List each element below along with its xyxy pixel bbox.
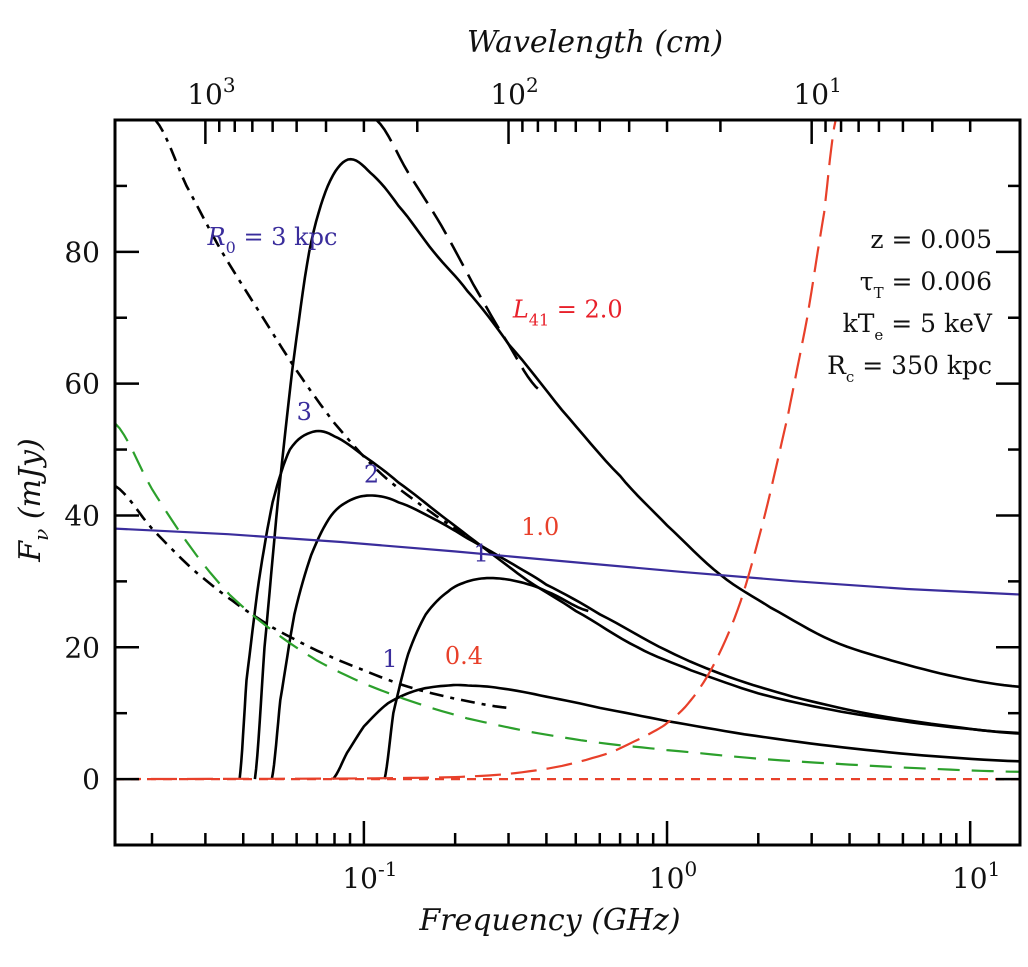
series-line-2 <box>154 120 500 557</box>
annotation-r3: 3 <box>297 398 312 426</box>
series-layer <box>115 120 1020 781</box>
annotation-r1b: 1 <box>382 645 397 673</box>
annotation-r1a: 1 <box>474 540 489 568</box>
param-2: kTe = 5 keV <box>843 309 993 344</box>
annotation-r2: 2 <box>364 461 379 489</box>
y-axis-title-F: F <box>13 540 48 563</box>
svg-text:Fν (mJy): Fν (mJy) <box>13 438 53 562</box>
series-line-1 <box>375 120 541 392</box>
tick-layer <box>115 118 1020 847</box>
series-line-8 <box>115 527 1020 596</box>
label-layer: 10-1 100 101 103 102 101 0 20 40 60 80 R0 = 3 kpc L4… <box>64 73 1000 895</box>
y-axis-title-sub: ν <box>29 529 53 541</box>
x-axis-title: Frequency (GHz) <box>418 903 680 938</box>
top-tick-label: 103 <box>187 73 235 111</box>
plot-frame <box>113 118 1022 847</box>
param-0: z = 0.005 <box>870 225 992 254</box>
series-line-4 <box>270 494 1020 780</box>
y-tick-label: 0 <box>82 763 100 796</box>
x-tick-label: 100 <box>649 857 697 895</box>
series-line-6 <box>115 484 509 710</box>
annotation-l10: 1.0 <box>521 513 559 541</box>
series-line-0 <box>253 157 1020 780</box>
top-axis-title: Wavelength (cm) <box>467 25 723 60</box>
annotation-r0: R0 = 3 kpc <box>207 223 338 257</box>
y-tick-label: 40 <box>64 499 100 532</box>
y-axis-title: Fν (mJy) <box>13 438 53 562</box>
y-tick-label: 60 <box>64 368 100 401</box>
series-line-3 <box>238 429 1020 780</box>
top-tick-label: 102 <box>490 73 538 111</box>
annotation-l04: 0.4 <box>445 642 483 670</box>
y-tick-label: 80 <box>64 236 100 269</box>
x-tick-label: 101 <box>952 857 1000 895</box>
series-line-9 <box>115 422 1020 773</box>
y-tick-label: 20 <box>64 631 100 664</box>
series-line-10 <box>115 120 837 781</box>
series-line-5 <box>383 576 589 780</box>
y-axis-title-unit: (mJy) <box>13 438 48 528</box>
param-3: Rc = 350 kpc <box>827 351 992 386</box>
x-tick-label: 10-1 <box>342 857 397 895</box>
top-tick-label: 101 <box>793 73 841 111</box>
series-line-7 <box>331 683 1020 780</box>
param-1: τT = 0.006 <box>860 267 992 302</box>
annotation-l41: L41 = 2.0 <box>512 296 623 330</box>
